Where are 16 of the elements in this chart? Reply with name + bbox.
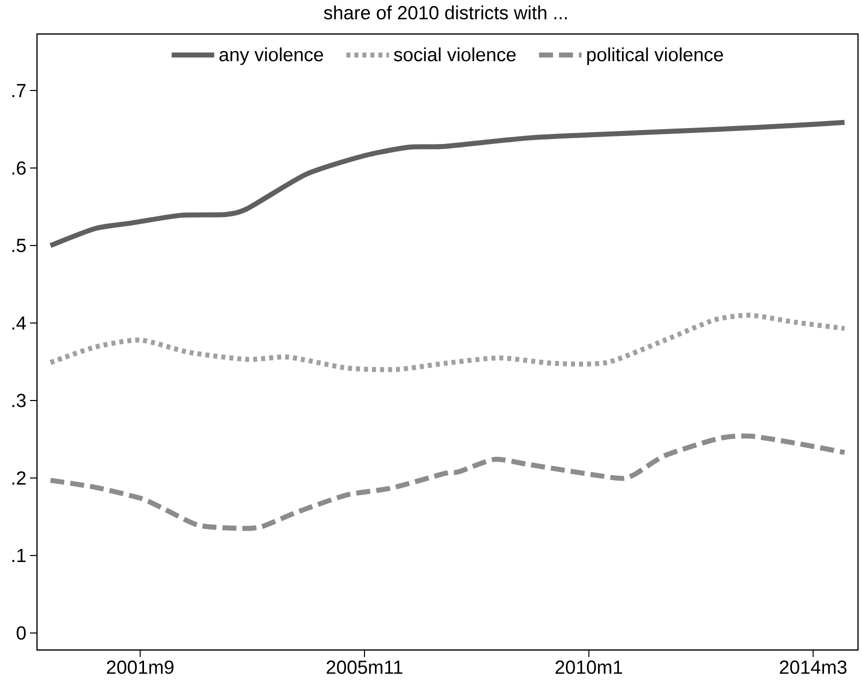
y-tick-label: .4 [12,316,26,330]
y-tick-label: .2 [12,471,26,485]
legend-label: any violence [219,47,324,66]
x-tick-label: 2010m1 [556,660,622,674]
x-tick-label: 2014m3 [780,660,846,674]
x-tick-label: 2001m9 [106,660,174,674]
x-tick-label: 2005m11 [326,660,402,674]
y-tick-label: 0 [16,626,26,640]
legend-label: social violence [394,47,516,62]
y-tick-label: .3 [12,394,26,408]
legend-label: political violence [587,47,723,66]
y-tick-label: .5 [12,238,26,252]
y-tick-label: .7 [12,84,26,98]
chart-title: share of 2010 districts with ... [324,6,567,20]
y-tick-label: .1 [12,548,26,562]
y-tick-label: .6 [12,161,26,175]
